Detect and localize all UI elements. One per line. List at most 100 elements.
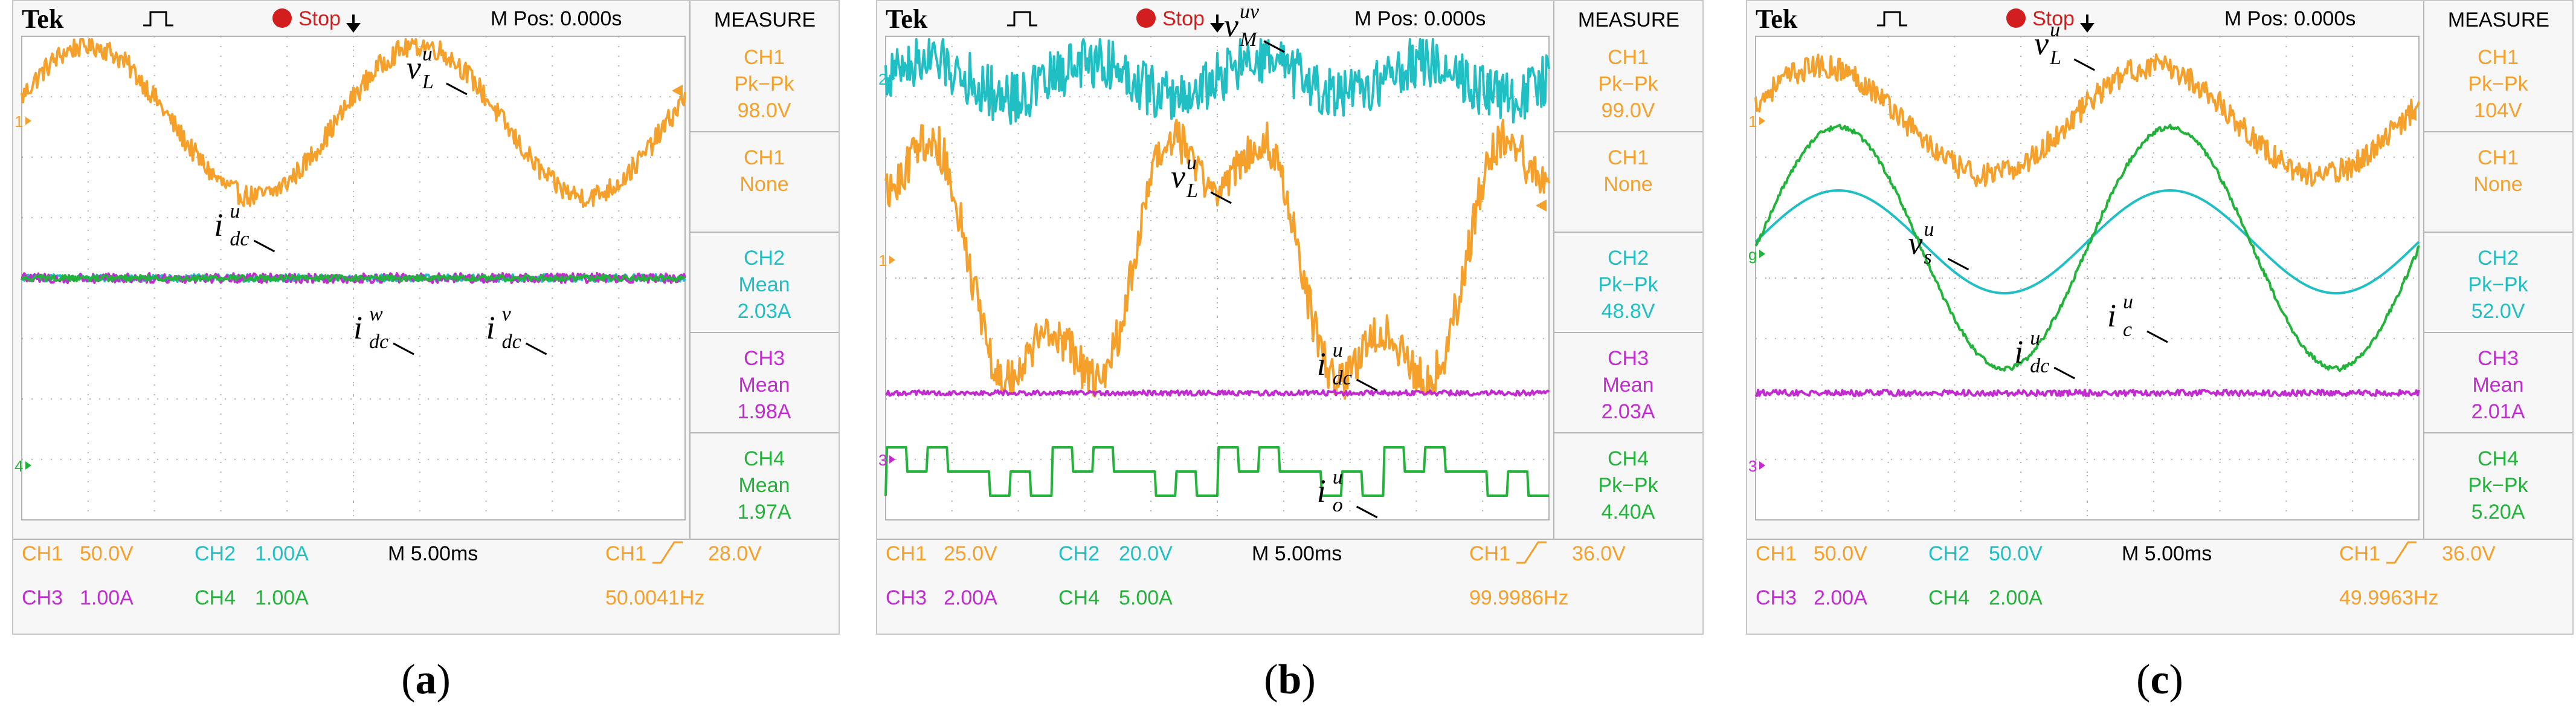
graticule: [1755, 36, 2420, 520]
label-base: v: [1908, 225, 1923, 261]
scope-header: Tek Stop M Pos: 0.000s MEASURE: [886, 4, 1679, 34]
channel-marker-arrow: [889, 256, 895, 264]
label-pointer: [1356, 378, 1378, 392]
waveform-ch4: [884, 446, 1549, 497]
acquisition-icon: [1877, 11, 1907, 27]
channel-marker-label: g: [1748, 245, 1757, 264]
measurement-type: Mean: [2472, 374, 2523, 397]
label-superscript: uv: [1240, 1, 1260, 23]
measurement-value: 104V: [2474, 99, 2522, 122]
footer-readout: CH1: [605, 542, 646, 565]
waveform-label: i uc: [2107, 291, 2168, 343]
measurement-type: Mean: [1602, 374, 1653, 397]
measurement-value: 1.98A: [738, 400, 791, 423]
channel-marker: 3: [1748, 457, 1765, 475]
label-pointer: [2053, 366, 2075, 380]
footer-readout: CH3: [886, 586, 927, 609]
measurement-type: Pk−Pk: [734, 73, 794, 96]
measurement-type: Pk−Pk: [2468, 273, 2528, 296]
measurement-cell: CH3 Mean 2.03A: [1554, 347, 1702, 433]
footer-readout: M 5.00ms: [2122, 542, 2212, 565]
label-base: v: [1224, 7, 1238, 44]
channel-marker: 1: [14, 112, 31, 131]
footer-readout: 1.00A: [255, 586, 309, 609]
channel-marker: 2: [878, 70, 895, 88]
waveform-label: v uL: [1171, 152, 1232, 204]
measure-column: CH1 Pk−Pk 99.0V CH1 None CH2 Pk−Pk 48.8V CH3 Mean…: [1553, 1, 1702, 539]
label-subscript: o: [1333, 494, 1343, 516]
measurement-cell: CH1 None: [690, 146, 839, 233]
waveform-ch1: [884, 118, 1550, 400]
measurement-type: Pk−Pk: [2468, 73, 2528, 96]
label-pointer: [1263, 40, 1285, 53]
measurement-cell: CH2 Pk−Pk 52.0V: [2424, 247, 2572, 333]
measurement-channel: CH4: [744, 447, 785, 470]
figure-caption: (a): [401, 657, 451, 703]
waveform-ch2: [884, 38, 1550, 125]
scope-header: Tek Stop M Pos: 0.000s MEASURE: [1756, 4, 2549, 34]
label-superscript: u: [1333, 466, 1343, 488]
footer-readout: CH1: [2339, 542, 2380, 565]
channel-marker-arrow: [25, 117, 31, 125]
footer-readout: 25.0V: [944, 542, 997, 565]
measurement-cell: CH1 Pk−Pk 98.0V: [690, 46, 839, 132]
measurement-type: Mean: [738, 273, 790, 296]
waveform-ch1: [21, 38, 686, 209]
stop-indicator-icon: [2006, 8, 2026, 28]
channel-marker-arrow: [1759, 117, 1765, 125]
label-superscript: u: [1333, 339, 1343, 362]
footer-readout: 50.0V: [1814, 542, 1867, 565]
footer-readout: CH3: [1756, 586, 1797, 609]
measurement-channel: CH1: [1608, 46, 1649, 69]
channel-marker-label: 3: [878, 451, 887, 469]
measurement-type: Mean: [738, 474, 790, 497]
footer-readout: 1.00A: [255, 542, 309, 565]
trigger-level-icon: [1536, 199, 1547, 212]
measure-menu-title: MEASURE: [2448, 8, 2549, 31]
trigger-slope-icon: [2386, 541, 2417, 564]
measurement-cell: CH2 Pk−Pk 48.8V: [1554, 247, 1702, 333]
trigger-position-icon: [1210, 23, 1225, 33]
footer-readout: 5.00A: [1119, 586, 1173, 609]
measurement-type: Pk−Pk: [1598, 273, 1658, 296]
label-subscript: L: [2049, 47, 2061, 69]
measurement-channel: CH1: [2478, 46, 2519, 69]
measurement-channel: CH1: [744, 146, 785, 169]
brand-logo: Tek: [22, 4, 64, 34]
label-superscript: v: [502, 303, 512, 325]
footer-readout: CH4: [1928, 586, 1969, 609]
label-subscript: dc: [369, 331, 388, 353]
waveform-ch2: [1754, 189, 2420, 294]
measurement-value: 2.01A: [2471, 400, 2525, 423]
channel-marker-arrow: [889, 455, 895, 464]
channel-marker-arrow: [889, 74, 895, 83]
label-superscript: u: [422, 43, 433, 65]
caption-letter: a: [415, 657, 437, 703]
waveform-label: v uL: [407, 43, 468, 96]
footer-readout: 2.00A: [1989, 586, 2043, 609]
channel-marker: 1: [1748, 112, 1765, 131]
label-subscript: dc: [2030, 355, 2049, 377]
waveform-label: v uv M: [1224, 1, 1285, 53]
measurement-channel: CH1: [2478, 146, 2519, 169]
footer-readout: CH2: [1058, 542, 1100, 565]
footer-readout: 20.0V: [1119, 542, 1173, 565]
label-superscript: u: [2050, 19, 2060, 41]
measurement-value: 5.20A: [2471, 501, 2525, 524]
stop-indicator-icon: [272, 8, 292, 28]
acquisition-icon: [143, 11, 173, 27]
graticule: [885, 36, 1550, 520]
label-base: v: [2034, 25, 2049, 62]
label-base: i: [486, 310, 495, 346]
measurement-cell: CH1 Pk−Pk 99.0V: [1554, 46, 1702, 132]
label-pointer: [2146, 330, 2168, 343]
waveform-label: i uo: [1317, 466, 1378, 519]
figure-caption: (c): [2136, 657, 2183, 703]
caption-letter: c: [2150, 657, 2169, 703]
channel-marker-label: 3: [1748, 457, 1757, 475]
measure-column: CH1 Pk−Pk 104V CH1 None CH2 Pk−Pk 52.0V CH3 Mean 2…: [2423, 1, 2572, 539]
waveforms: [884, 38, 1550, 497]
measurement-value: 99.0V: [1602, 99, 1655, 122]
channel-marker-arrow: [25, 461, 31, 470]
